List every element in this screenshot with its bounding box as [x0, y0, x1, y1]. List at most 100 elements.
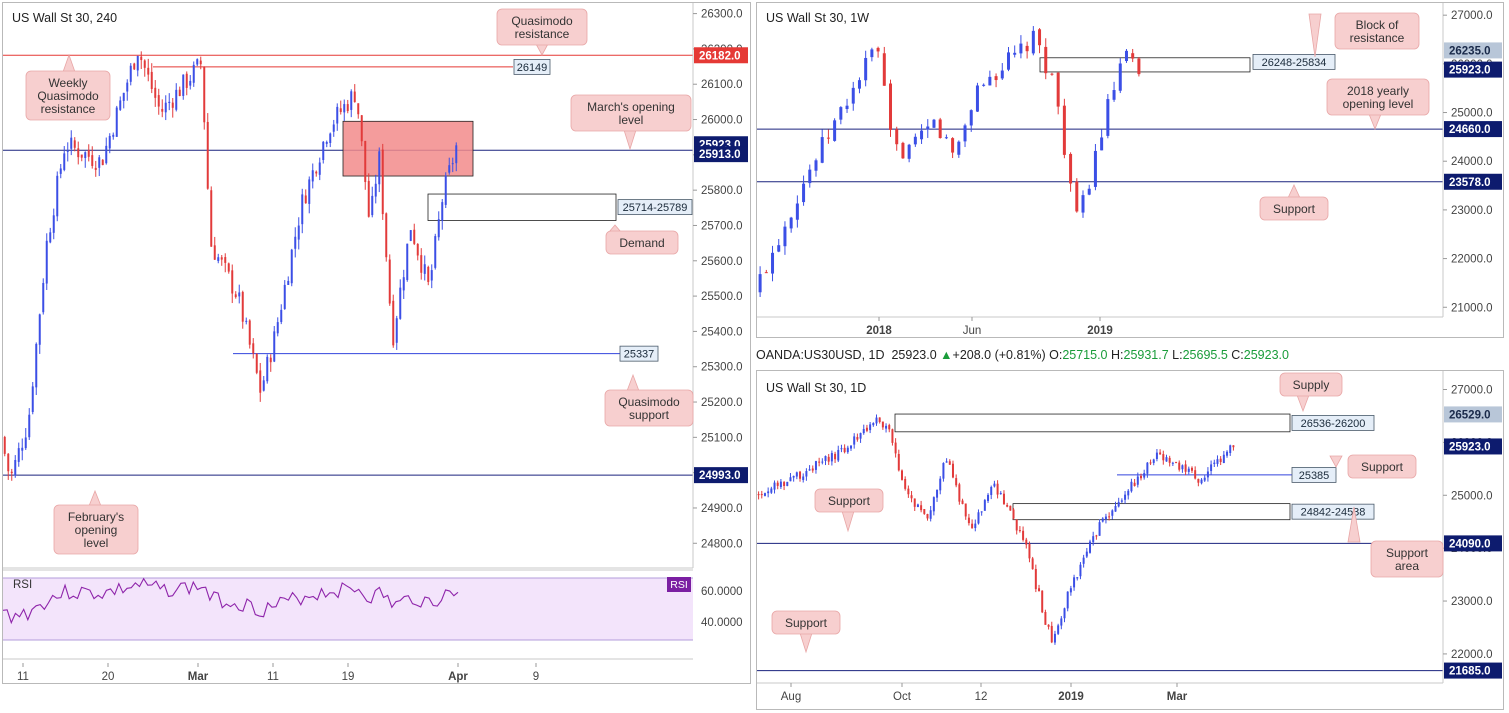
candle-body [105, 145, 108, 164]
candle-body [220, 257, 223, 260]
candle-body [1069, 153, 1073, 184]
candle-body [1025, 45, 1029, 52]
candle-body [993, 483, 996, 487]
candle-body [795, 472, 798, 477]
candle-body [856, 437, 859, 440]
candle-body [346, 104, 349, 112]
candle-body [56, 175, 59, 217]
level-label-box [1252, 54, 1336, 70]
callout-pointer [799, 632, 813, 654]
last-price: 25923.0 [891, 348, 937, 362]
candle-body [133, 63, 136, 70]
callout-box [814, 488, 884, 513]
candle-body [31, 386, 34, 412]
candle-body [1063, 608, 1066, 619]
candle-body [91, 155, 94, 166]
callout-pointer [1287, 184, 1301, 199]
candle-body [1104, 516, 1107, 520]
candle-body [875, 417, 878, 424]
candle-body [1114, 505, 1117, 512]
price-tick-label: 25800.0 [701, 185, 743, 197]
candle-body [381, 149, 384, 215]
candle-body [21, 447, 24, 451]
candle-body [957, 141, 961, 155]
candle-body [1060, 618, 1063, 626]
candle-body [760, 494, 763, 496]
candle-body [1187, 468, 1190, 472]
candle-body [63, 153, 66, 170]
candle-body [1012, 509, 1015, 519]
time-tick-label: 19 [342, 671, 355, 683]
candle-body [434, 236, 437, 268]
price-tag-label: 21685.0 [1449, 666, 1491, 678]
candle-body [73, 140, 76, 148]
candle-body [406, 243, 409, 280]
d1-chart-panel[interactable]: US Wall St 30, 1D 27000.026000.025000.02… [756, 370, 1504, 710]
callout-box [605, 230, 679, 255]
candle-body [1127, 490, 1130, 496]
candle-body [143, 60, 146, 68]
price-tick-label: 25100.0 [701, 432, 743, 444]
candle-body [17, 448, 20, 462]
w1-chart-svg[interactable]: 27000.026000.025000.024000.023000.022000… [757, 3, 1503, 337]
candle-body [795, 203, 799, 220]
candle-body [942, 463, 945, 479]
candle-body [763, 493, 766, 496]
candle-body [213, 245, 216, 260]
candle-body [783, 226, 787, 247]
price-tick-label: 23000.0 [1451, 596, 1493, 608]
candle-body [1092, 536, 1095, 543]
candle-body [888, 425, 891, 430]
candle-body [770, 488, 773, 493]
candle-body [301, 194, 304, 225]
h4-chart-svg[interactable]: RSIRSI60.000040.000026300.026200.026100.… [3, 3, 750, 683]
h4-chart-panel[interactable]: US Wall St 30, 240 RSI RSI 60.0000 40.0000 2… [2, 2, 751, 684]
callout-pointer [841, 510, 855, 533]
callout-text: level [619, 113, 644, 127]
candle-body [1022, 530, 1025, 540]
price-tag-label: 26529.0 [1449, 409, 1491, 421]
candle-body [951, 463, 954, 478]
h4-chart-title: US Wall St 30, 240 [12, 11, 118, 25]
candle-body [932, 497, 935, 512]
candle-body [1057, 625, 1060, 634]
callout-text: Supply [1293, 378, 1330, 392]
candle-body [178, 89, 181, 97]
daily-supply-zone [894, 413, 1291, 433]
candle-body [448, 165, 451, 173]
rsi-line [3, 577, 459, 625]
candle-body [339, 108, 342, 112]
candle-body [1081, 195, 1085, 213]
candle-body [283, 284, 286, 309]
candle-body [1087, 188, 1091, 195]
candle-body [192, 64, 195, 83]
candle-body [42, 282, 45, 313]
w1-chart-panel[interactable]: US Wall St 30, 1W 27000.026000.025000.02… [756, 2, 1504, 338]
candle-body [28, 414, 31, 438]
candle-body [901, 142, 905, 159]
candle-body [255, 353, 258, 373]
callout-box [1370, 540, 1444, 578]
callout-text: resistance [41, 102, 96, 116]
candle-body [1075, 181, 1079, 212]
price-tag-label: 23578.0 [1449, 177, 1491, 189]
candle-body [889, 83, 893, 130]
price-tick-label: 26000.0 [701, 115, 743, 127]
candle-body [273, 331, 276, 362]
price-tick-label: 27000.0 [1451, 385, 1493, 397]
d1-chart-svg[interactable]: 27000.026000.025000.024000.023000.022000… [757, 371, 1503, 709]
candle-body [1124, 50, 1128, 62]
candle-body [843, 447, 846, 453]
candle-body [865, 427, 868, 431]
candle-body [1139, 475, 1142, 479]
candle-body [385, 213, 388, 258]
candle-body [872, 423, 875, 426]
candle-body [252, 343, 255, 354]
candle-body [1159, 452, 1162, 455]
level-label-text: 25337 [624, 349, 655, 361]
price-tick-label: 25500.0 [701, 291, 743, 303]
price-tag [1444, 61, 1502, 78]
level-label-text: 25385 [1299, 470, 1330, 482]
candle-body [869, 424, 872, 431]
candle-body [1155, 452, 1158, 459]
